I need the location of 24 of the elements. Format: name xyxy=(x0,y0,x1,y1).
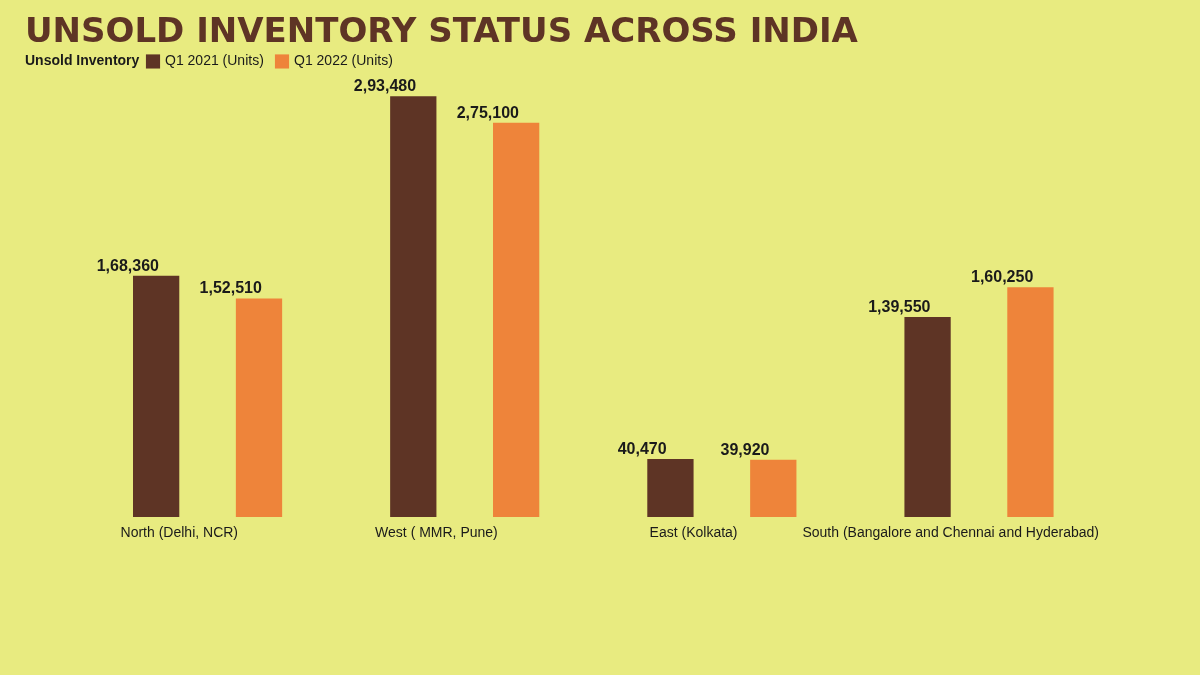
data-label: 2,93,480 xyxy=(353,77,417,95)
x-tick-label: East (Kolkata) xyxy=(649,523,738,540)
legend-title: Unsold Inventory xyxy=(25,52,140,68)
bar xyxy=(1007,287,1054,517)
bar xyxy=(390,96,437,517)
x-tick-label: West ( MMR, Pune) xyxy=(375,523,498,540)
bar xyxy=(235,298,283,517)
bar xyxy=(904,316,951,517)
data-label: 1,60,250 xyxy=(971,268,1034,286)
data-label: 40,470 xyxy=(617,439,667,457)
data-label: 1,52,510 xyxy=(199,279,262,297)
bar xyxy=(647,458,694,517)
legend-label: Q1 2021 (Units) xyxy=(165,52,264,69)
bar xyxy=(493,122,540,517)
legend-label: Q1 2022 (Units) xyxy=(294,52,393,69)
chart-title: UNSOLD INVENTORY STATUS ACROSS INDIA xyxy=(25,10,859,50)
data-label: 39,920 xyxy=(720,440,770,458)
data-label: 1,39,550 xyxy=(868,297,931,315)
x-tick-label: South (Bangalore and Chennai and Hyderabad) xyxy=(802,523,1099,540)
bar xyxy=(133,275,180,517)
bar xyxy=(750,459,797,517)
data-label: 1,68,360 xyxy=(96,256,160,274)
data-label: 2,75,100 xyxy=(456,103,520,121)
x-tick-label: North (Delhi, NCR) xyxy=(120,523,239,540)
